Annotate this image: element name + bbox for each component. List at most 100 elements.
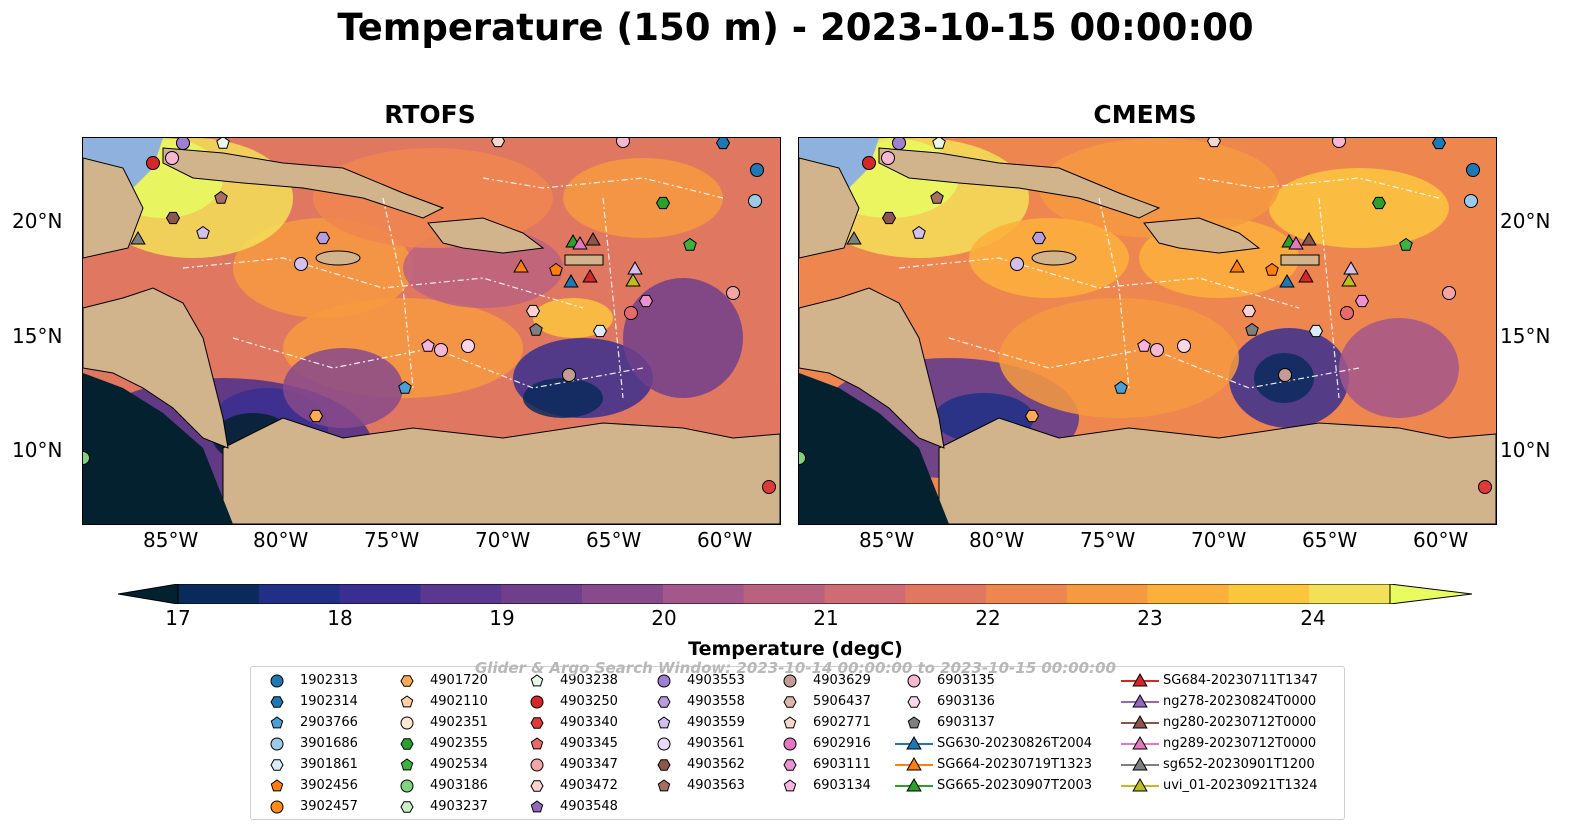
argo-float-marker (1399, 237, 1413, 251)
legend-marker (530, 695, 544, 708)
argo-float-marker (762, 480, 776, 494)
argo-float-marker (1031, 231, 1047, 245)
eez-boundary (898, 257, 1300, 309)
colorbar-tick-21: 21 (813, 606, 839, 630)
colorbar-segment (1309, 584, 1391, 604)
temperature-anomaly (233, 218, 413, 318)
legend-item: 4901720 (386, 670, 488, 691)
legend-label: ng278-20230824T0000 (1163, 694, 1317, 709)
argo-float-marker (748, 194, 762, 208)
lon-label-75w-a: 75°W (364, 528, 420, 552)
legend-item: 6903136 (893, 691, 1092, 712)
legend-marker (657, 737, 671, 750)
argo-float-marker (881, 211, 897, 225)
argo-float-marker (165, 211, 181, 225)
colorbar-segment (582, 584, 664, 604)
glider-marker (1341, 272, 1357, 287)
legend-marker (400, 716, 414, 729)
colorbar-tick-19: 19 (489, 606, 515, 630)
legend-item: 4903559 (643, 712, 745, 733)
legend-marker (657, 778, 671, 791)
legend-marker (1121, 777, 1159, 791)
legend-circle-marker (270, 800, 284, 813)
argo-float-marker (525, 304, 541, 318)
legend-column: 6903135 6903136 6903137 SG630-20230826T2004… (893, 670, 1092, 796)
colorbar-max-extend (1389, 583, 1473, 605)
legend-hexagon-marker (270, 695, 284, 708)
colorbar-tick-20: 20 (651, 606, 677, 630)
legend-marker (400, 779, 414, 792)
argo-float-marker (529, 322, 543, 336)
legend-item: 4903558 (643, 691, 745, 712)
legend-marker (400, 694, 414, 707)
legend-item: sg652-20230901T1200 (1119, 754, 1318, 775)
lon-label-80w-a: 80°W (253, 528, 309, 552)
argo-float-marker (398, 380, 412, 394)
argo-float-marker (1245, 322, 1259, 336)
colorbar-segment (339, 584, 421, 604)
cuba-land (162, 147, 445, 219)
colorbar-min-extend (117, 583, 179, 605)
argo-float-marker (912, 225, 926, 239)
argo-float-marker (1278, 368, 1292, 382)
argo-float-marker (434, 343, 448, 357)
legend-triangle-marker (1132, 735, 1148, 749)
legend-item: 4903553 (643, 670, 745, 691)
legend-hexagon-marker (907, 695, 921, 708)
legend-item: 5906437 (769, 691, 871, 712)
pacific-ocean (83, 373, 233, 524)
eez-boundary (1318, 197, 1340, 399)
legend-marker (270, 715, 284, 728)
legend-label: 4902355 (430, 736, 488, 751)
argo-float-marker (1354, 294, 1370, 308)
colorbar-tick-22: 22 (975, 606, 1001, 630)
glider-marker (1229, 258, 1245, 273)
legend-label: SG664-20230719T1323 (937, 757, 1093, 772)
legend-marker (530, 779, 544, 792)
legend-item: 6903135 (893, 670, 1092, 691)
panel-title-cmems: CMEMS (1093, 100, 1197, 129)
legend-marker (530, 716, 544, 729)
legend-pentagon-marker (657, 715, 671, 728)
legend-item: 4903629 (769, 670, 871, 691)
legend-item: 4903472 (516, 775, 618, 796)
legend-hexagon-marker (657, 758, 671, 771)
legend-circle-marker (907, 674, 921, 687)
legend-circle-marker (270, 737, 284, 750)
glider-marker (130, 230, 146, 245)
legend-hexagon-marker (530, 716, 544, 729)
legend-label: 5906437 (813, 694, 871, 709)
legend-triangle-marker (1132, 714, 1148, 728)
legend-marker (270, 737, 284, 750)
legend-label: 4903238 (560, 673, 618, 688)
legend-item: 4903562 (643, 754, 745, 775)
legend-item: ng280-20230712T0000 (1119, 712, 1318, 733)
legend-marker (895, 756, 933, 770)
colorbar-segment (743, 584, 825, 604)
legend-marker (657, 715, 671, 728)
lon-label-75w-b: 75°W (1080, 528, 1136, 552)
legend-label: 6903134 (813, 778, 871, 793)
legend-marker (657, 674, 671, 687)
south-america-land (222, 417, 780, 524)
argo-float-marker (930, 190, 944, 204)
legend-marker (895, 777, 933, 791)
legend-label: SG684-20230711T1347 (1163, 673, 1319, 688)
legend-marker (907, 715, 921, 728)
argo-float-marker (750, 163, 764, 177)
legend-label: 3902456 (300, 778, 358, 793)
legend-circle-marker (657, 674, 671, 687)
glider-marker (572, 235, 588, 250)
legend-item: 4903563 (643, 775, 745, 796)
argo-float-marker (1137, 338, 1151, 352)
legend-label: 4903553 (687, 673, 745, 688)
hispaniola-land (1143, 217, 1261, 254)
panel-title-rtofs: RTOFS (384, 100, 476, 129)
legend-item: 6903111 (769, 754, 871, 775)
eez-boundary (602, 197, 624, 399)
legend-marker (783, 695, 797, 708)
argo-float-marker (1010, 257, 1024, 271)
lon-label-85w-b: 85°W (859, 528, 915, 552)
legend-item: 2903766 (256, 712, 358, 733)
legend-marker (1121, 714, 1159, 728)
